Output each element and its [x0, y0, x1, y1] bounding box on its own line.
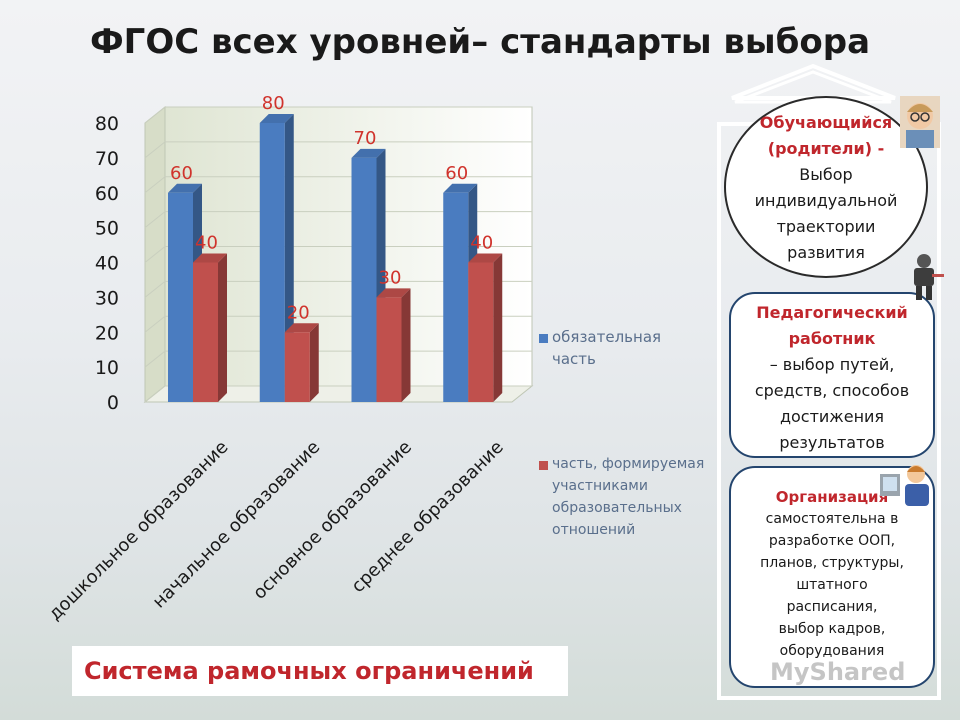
watermark: MyShared: [770, 658, 906, 686]
data-label: 80: [262, 93, 285, 114]
child-avatar-icon: [900, 96, 940, 148]
bar: [259, 123, 285, 402]
organization-text: оборудования: [779, 643, 885, 659]
house-roof: [731, 63, 896, 100]
organization-text: расписания,: [786, 599, 878, 615]
bar-top: [284, 323, 319, 333]
bar-series: 60 40 80 20 70 30 60 40: [168, 93, 503, 402]
bar-top: [168, 183, 202, 193]
student-subtitle: (родители) -: [767, 139, 885, 158]
bar-top: [443, 183, 478, 193]
teacher-text: средств, способов: [754, 381, 910, 400]
data-label: 60: [445, 163, 468, 184]
legend-swatch-series-2: [539, 461, 548, 470]
data-label: 40: [470, 233, 493, 254]
teacher-title: Педагогический: [756, 303, 908, 322]
y-tick-label: 10: [95, 357, 119, 379]
bar: [193, 262, 218, 402]
student-text: индивидуальной: [754, 191, 898, 210]
bar: [376, 297, 402, 402]
legend-label: образовательных: [552, 500, 682, 516]
y-tick-label: 30: [95, 287, 119, 309]
bar: [168, 192, 193, 402]
student-card: Обучающийся (родители) - Выбор индивидуа…: [724, 96, 928, 278]
teacher-avatar-icon: [914, 254, 944, 300]
slide-title: ФГОС всех уровней– стандарты выбора: [89, 22, 871, 62]
teacher-text: достижения: [779, 407, 885, 426]
bar-top: [468, 253, 503, 263]
legend-label: часть, формируемая: [552, 456, 705, 472]
data-label: 60: [170, 163, 193, 184]
data-label: 20: [287, 302, 310, 323]
y-tick-label: 50: [95, 218, 119, 240]
organization-title: Организация: [775, 488, 889, 506]
student-text: развития: [787, 243, 865, 262]
y-tick-label: 70: [95, 148, 119, 170]
footer-banner: Система рамочных ограничений: [72, 646, 568, 696]
gridline: [144, 280, 532, 298]
bar-top: [193, 253, 227, 263]
organization-card: Организация самостоятельна в разработке …: [729, 466, 935, 688]
office-worker-icon: [880, 465, 929, 506]
organization-text: планов, структуры,: [760, 555, 904, 571]
y-tick-label: 0: [107, 392, 119, 414]
bar-side: [493, 253, 503, 402]
gridline: [144, 211, 532, 229]
bar: [468, 262, 494, 402]
bar-side: [309, 323, 319, 402]
teacher-text: – выбор путей,: [769, 355, 895, 374]
y-tick-label: 80: [95, 113, 119, 135]
organization-text: выбор кадров,: [778, 621, 886, 637]
data-label: 70: [354, 128, 377, 149]
bar: [284, 332, 310, 402]
student-title: Обучающийся: [759, 113, 893, 132]
data-label: 30: [379, 267, 402, 288]
y-tick-label: 20: [95, 322, 119, 344]
bar-chart: 0 10 20 30 40 50 60 70 80 60 40 80 20 70 30 60 40 дошко…: [45, 93, 534, 625]
data-label: 40: [195, 233, 218, 254]
legend-label: отношений: [552, 522, 636, 538]
y-axis: 0 10 20 30 40 50 60 70 80: [95, 106, 532, 414]
bar-side: [218, 253, 227, 402]
x-tick-label: среднее образование: [347, 437, 507, 597]
gridline: [144, 246, 532, 263]
legend-item-series-2: часть, формируемая участниками образоват…: [552, 453, 704, 541]
x-tick-label: дошкольное образование: [45, 437, 233, 625]
bar-side: [401, 288, 411, 402]
organization-text: штатного: [796, 577, 868, 593]
legend-label: обязательная: [552, 328, 662, 346]
student-text: Выбор: [799, 165, 853, 184]
teacher-card: Педагогический работник – выбор путей, с…: [729, 292, 935, 458]
bar: [443, 192, 469, 402]
y-tick-label: 40: [95, 253, 119, 275]
legend-item-series-1: обязательная часть: [552, 326, 661, 370]
x-tick-label: основное образование: [249, 437, 416, 604]
bar-top: [376, 288, 411, 298]
legend-label: участниками: [552, 478, 648, 494]
gridline: [144, 106, 532, 124]
legend-swatch-series-1: [539, 334, 548, 343]
organization-text: самостоятельна в: [765, 511, 899, 527]
teacher-subtitle: работник: [788, 329, 876, 348]
bar: [351, 157, 377, 402]
gridline: [144, 141, 532, 159]
bar-top: [351, 148, 386, 158]
bar-top: [259, 114, 294, 123]
legend-label: часть: [552, 350, 596, 368]
y-tick-label: 60: [95, 183, 119, 205]
teacher-text: результатов: [779, 433, 885, 452]
organization-text: разработке ООП,: [768, 533, 896, 549]
x-tick-label: начальное образование: [149, 437, 325, 613]
gridline: [144, 176, 532, 194]
student-text: траектории: [776, 217, 876, 236]
